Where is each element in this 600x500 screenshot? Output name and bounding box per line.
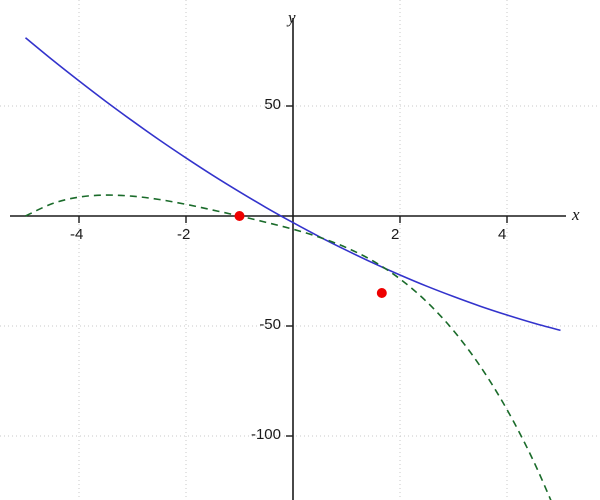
y-tick-label: 50 bbox=[264, 96, 281, 113]
y-tick-label: -50 bbox=[259, 316, 281, 333]
axes bbox=[10, 18, 566, 500]
x-tick-label: 4 bbox=[498, 226, 507, 243]
data-series bbox=[24, 37, 561, 500]
x-tick-label: -2 bbox=[177, 226, 191, 243]
data-points bbox=[234, 211, 387, 298]
x-axis-label: x bbox=[572, 205, 580, 224]
axis-ticks bbox=[78, 105, 508, 437]
x-tick-label: 2 bbox=[391, 226, 400, 243]
x-tick-label: -4 bbox=[70, 226, 84, 243]
y-tick-label: -100 bbox=[250, 426, 281, 443]
series-blue-curve bbox=[24, 37, 561, 332]
y-axis-label: y bbox=[288, 8, 296, 27]
intersection-point-2 bbox=[376, 288, 387, 298]
intersection-point-1 bbox=[234, 211, 245, 221]
